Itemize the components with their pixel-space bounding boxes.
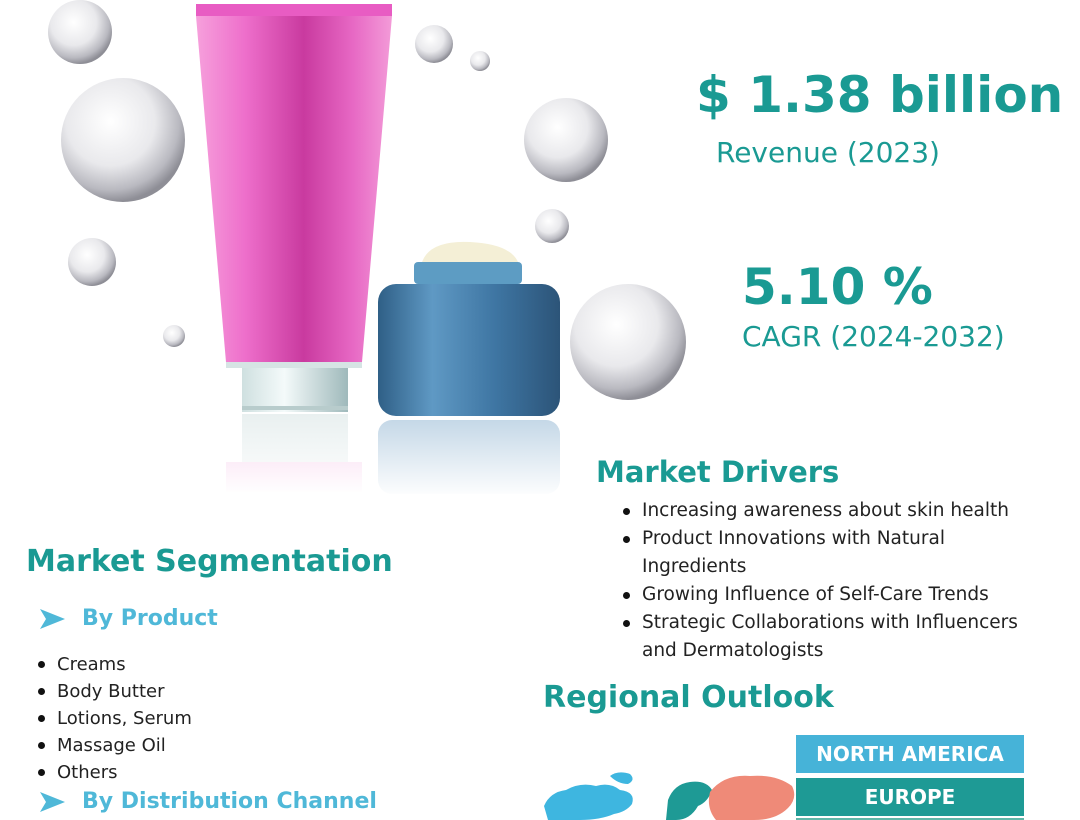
revenue-label: Revenue (2023) [716,136,940,169]
list-item: Massage Oil [35,732,275,759]
arrow-right-icon [38,607,66,631]
list-item: Increasing awareness about skin health [620,497,1050,525]
world-map-icon [544,772,795,820]
regional-outlook-title: Regional Outlook [543,680,834,715]
cagr-label: CAGR (2024-2032) [742,320,1005,353]
market-drivers-list: Increasing awareness about skin health P… [620,497,1050,665]
arrow-right-icon [38,790,66,814]
market-segmentation-title: Market Segmentation [26,544,393,579]
by-product-heading: By Product [38,606,218,631]
list-item: Growing Influence of Self-Care Trends [620,581,1050,609]
cream-jar-icon [370,241,568,498]
list-item: Body Butter [35,678,275,705]
list-item: Creams [35,651,275,678]
by-distribution-heading: By Distribution Channel [38,789,377,814]
product-list: Creams Body Butter Lotions, Serum Massag… [35,651,275,786]
region-next-strip [796,818,1024,820]
by-product-label: By Product [82,606,218,631]
list-item: Strategic Collaborations with Influencer… [620,609,1050,665]
list-item: Others [35,759,275,786]
region-north-america: NORTH AMERICA [796,735,1024,773]
bubble-icon [48,0,686,400]
revenue-value: $ 1.38 billion [696,66,1064,124]
product-illustration [48,0,686,498]
region-europe: EUROPE [796,778,1024,816]
list-item: Product Innovations with Natural Ingredi… [620,525,1050,581]
cagr-value: 5.10 % [742,258,933,316]
market-drivers-title: Market Drivers [596,455,840,489]
by-distribution-label: By Distribution Channel [82,789,377,814]
list-item: Lotions, Serum [35,705,275,732]
cosmetic-tube-icon [196,4,392,494]
